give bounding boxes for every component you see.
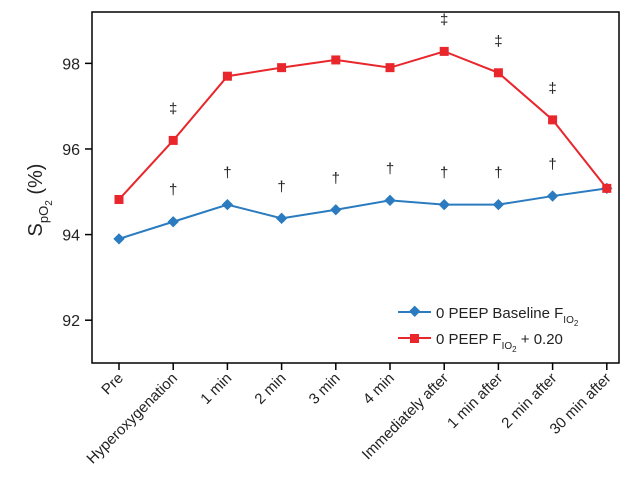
legend-item-baseline: 0 PEEP Baseline FIO2 <box>398 305 579 328</box>
data-point-square <box>439 46 449 56</box>
plot-marks <box>113 46 613 245</box>
data-point-square <box>168 135 178 145</box>
x-tick-label: 4 min <box>360 370 398 408</box>
x-tick-label: 1 min <box>197 370 235 408</box>
data-point-diamond <box>167 216 179 228</box>
dagger-mark: † <box>494 165 502 182</box>
data-point-diamond <box>546 190 559 202</box>
data-point-diamond <box>221 198 234 211</box>
x-tick-label: 2 min <box>251 370 289 408</box>
y-axis-label-sub1: pO <box>36 206 51 223</box>
plot-frame <box>91 11 620 364</box>
data-point-square <box>114 194 124 204</box>
y-tick-label: 94 <box>62 228 80 245</box>
x-tick-label: 1 min after <box>444 370 506 432</box>
legend-fio2-text: 0 PEEP F <box>436 331 502 348</box>
series-line-1 <box>118 50 608 201</box>
data-point-diamond <box>113 233 125 245</box>
legend-baseline-sub: IO <box>563 315 574 326</box>
data-point-square <box>602 183 612 193</box>
dagger-mark: † <box>169 182 177 199</box>
data-point-diamond <box>492 198 505 211</box>
legend-text-fio2: 0 PEEP FIO2 + 0.20 <box>436 331 563 354</box>
y-axis-label: SpO2 (%) <box>25 164 55 237</box>
data-point-square <box>277 63 287 73</box>
dagger-mark: † <box>440 165 448 182</box>
data-point-square <box>548 115 558 125</box>
data-point-square <box>331 55 341 65</box>
x-tick-label: 3 min <box>306 370 344 408</box>
legend-baseline-text: 0 PEEP Baseline F <box>436 305 563 322</box>
data-point-diamond <box>330 204 342 216</box>
double-dagger-mark: ‡ <box>494 33 502 50</box>
data-point-diamond <box>438 198 450 211</box>
series-line-0 <box>118 187 607 240</box>
y-tick-label: 98 <box>62 56 80 73</box>
y-axis-label-sub2: 2 <box>44 200 55 206</box>
dagger-mark: † <box>277 178 285 195</box>
double-dagger-mark: ‡ <box>548 80 556 97</box>
x-tick-label: Hyperoxygenation <box>84 370 182 468</box>
legend-baseline-sub2: 2 <box>574 319 579 328</box>
legend-box <box>392 297 605 357</box>
data-point-square <box>493 68 503 78</box>
dagger-mark: † <box>332 170 340 187</box>
y-tick-label: 92 <box>62 313 80 330</box>
x-tick-label: Pre <box>98 370 127 399</box>
legend-fio2-sub2: 2 <box>512 345 517 354</box>
y-tick-label: 96 <box>62 142 80 159</box>
data-point-diamond <box>384 194 396 206</box>
double-dagger-mark: ‡ <box>440 11 448 28</box>
dagger-mark: † <box>223 165 231 182</box>
legend-fio2-sub: IO <box>502 341 513 352</box>
y-axis: 92 94 96 98 <box>62 56 92 330</box>
data-point-square <box>385 63 395 73</box>
significance-marks: † † † † † † † † ‡ ‡ ‡ ‡ <box>169 11 557 198</box>
legend-fio2-tail: + 0.20 <box>517 331 563 348</box>
data-point-diamond <box>275 212 288 224</box>
dagger-mark: † <box>386 160 394 177</box>
legend-text-baseline: 0 PEEP Baseline FIO2 <box>436 305 579 328</box>
data-point-square <box>222 71 232 81</box>
dagger-mark: † <box>548 156 556 173</box>
legend-marker-square <box>410 334 419 343</box>
legend-marker-diamond <box>409 305 421 317</box>
legend-item-fio2: 0 PEEP FIO2 + 0.20 <box>398 331 563 354</box>
legend: 0 PEEP Baseline FIO2 0 PEEP FIO2 + 0.20 <box>392 297 605 357</box>
y-axis-label-tail: (%) <box>25 164 47 201</box>
y-axis-label-base: S <box>25 223 47 236</box>
double-dagger-mark: ‡ <box>169 100 177 117</box>
